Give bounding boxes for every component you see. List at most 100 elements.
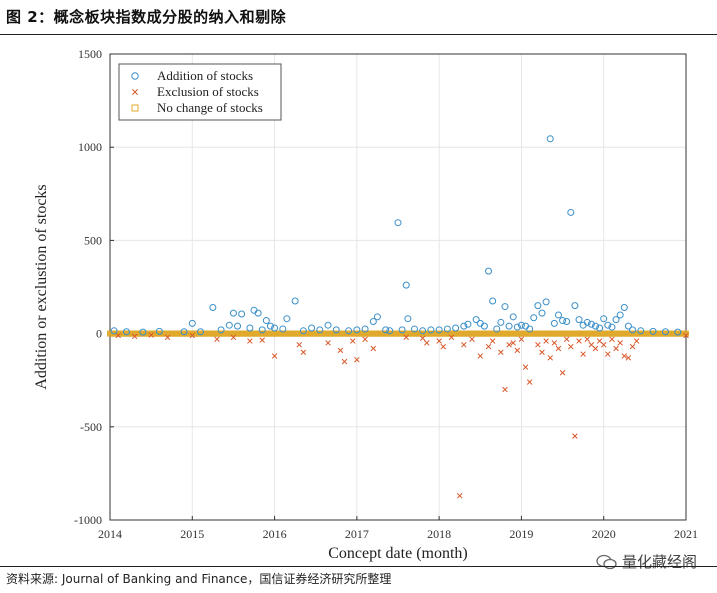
point-exclusion	[230, 334, 237, 341]
point-exclusion-stroke	[296, 342, 303, 348]
point-exclusion	[568, 343, 574, 350]
x-tick-label: 2015	[180, 527, 204, 541]
point-addition	[266, 322, 274, 330]
point-addition	[246, 324, 254, 332]
point-addition	[530, 314, 538, 322]
point-exclusion-stroke	[518, 336, 525, 342]
point-exclusion-stroke	[337, 347, 344, 354]
wechat-icon	[596, 554, 618, 570]
point-addition	[234, 322, 242, 330]
point-exclusion-stroke	[349, 338, 356, 344]
point-addition	[155, 327, 163, 335]
point-addition	[493, 325, 501, 333]
point-addition	[353, 326, 361, 334]
top-rule	[0, 34, 717, 35]
point-exclusion	[555, 345, 562, 352]
point-exclusion	[605, 351, 611, 357]
point-exclusion	[633, 338, 640, 344]
legend-label-nochange: No change of stocks	[157, 100, 263, 115]
source-note: 资料来源: Journal of Banking and Finance，国信证…	[6, 572, 392, 586]
point-exclusion-stroke	[362, 336, 368, 342]
point-exclusion-stroke	[131, 333, 138, 340]
point-addition	[254, 309, 262, 317]
point-addition	[217, 326, 225, 334]
point-exclusion	[354, 356, 360, 363]
point-addition	[538, 309, 546, 317]
point-exclusion	[349, 338, 356, 344]
point-addition	[612, 316, 620, 324]
point-exclusion-stroke	[448, 334, 455, 341]
point-exclusion-stroke	[551, 340, 558, 346]
point-exclusion	[300, 349, 307, 355]
x-tick-label: 2020	[592, 527, 616, 541]
point-addition	[596, 324, 604, 332]
point-exclusion-stroke	[354, 356, 360, 363]
point-exclusion	[543, 338, 549, 344]
point-exclusion-stroke	[419, 335, 426, 342]
point-addition	[534, 302, 542, 310]
point-exclusion	[572, 433, 578, 439]
point-addition	[526, 325, 534, 333]
point-addition	[139, 328, 147, 336]
point-addition	[505, 322, 513, 330]
point-addition	[637, 327, 645, 335]
point-addition	[427, 326, 435, 334]
point-exclusion-stroke	[617, 340, 623, 346]
point-exclusion-stroke	[502, 386, 508, 393]
point-exclusion-stroke	[214, 336, 220, 342]
point-exclusion-stroke	[596, 338, 603, 344]
point-addition	[550, 319, 558, 327]
point-exclusion	[296, 342, 303, 348]
point-exclusion	[189, 332, 196, 339]
point-addition	[398, 326, 406, 334]
watermark-text: 量化藏经阁	[621, 553, 697, 571]
point-addition	[238, 310, 246, 318]
point-addition	[180, 328, 188, 336]
legend: Addition of stocks Exclusion of stocks N…	[118, 63, 282, 121]
point-exclusion-stroke	[485, 343, 492, 350]
point-exclusion-stroke	[370, 345, 377, 352]
point-exclusion	[424, 340, 430, 346]
point-exclusion-stroke	[498, 349, 504, 355]
point-exclusion	[489, 338, 496, 344]
point-addition	[386, 327, 394, 335]
point-exclusion	[576, 338, 582, 344]
point-addition	[419, 327, 427, 335]
point-addition	[629, 326, 637, 334]
point-addition	[587, 320, 595, 328]
legend-box	[118, 63, 282, 121]
legend-label-exclusion: Exclusion of stocks	[157, 84, 259, 99]
point-exclusion-stroke	[605, 351, 611, 357]
point-exclusion	[629, 343, 636, 350]
point-exclusion	[547, 355, 553, 361]
watermark: 量化藏经阁	[596, 551, 697, 572]
legend-marker-x	[132, 89, 138, 95]
point-exclusion	[522, 364, 529, 370]
point-exclusion	[498, 349, 504, 355]
point-addition	[591, 322, 599, 330]
point-exclusion	[609, 336, 615, 342]
point-exclusion-stroke	[148, 332, 154, 338]
point-addition	[452, 324, 460, 332]
point-exclusion-stroke	[230, 334, 237, 341]
point-exclusion-stroke	[629, 343, 636, 350]
point-exclusion	[539, 349, 545, 355]
y-tick-label: -1000	[74, 513, 102, 527]
point-addition	[616, 311, 624, 319]
point-addition	[542, 298, 550, 306]
point-addition	[369, 317, 377, 325]
point-addition	[308, 324, 316, 332]
y-tick-label: 1500	[78, 47, 102, 61]
point-exclusion	[259, 337, 265, 343]
point-addition	[394, 219, 402, 227]
point-addition	[546, 135, 554, 143]
point-exclusion	[559, 369, 566, 376]
point-exclusion	[461, 342, 467, 348]
legend-marker-circle	[131, 72, 139, 80]
point-exclusion-stroke	[247, 338, 253, 344]
point-exclusion	[341, 358, 348, 365]
legend-label-addition: Addition of stocks	[157, 68, 253, 83]
point-addition	[600, 315, 608, 323]
point-exclusion-stroke	[259, 337, 265, 343]
